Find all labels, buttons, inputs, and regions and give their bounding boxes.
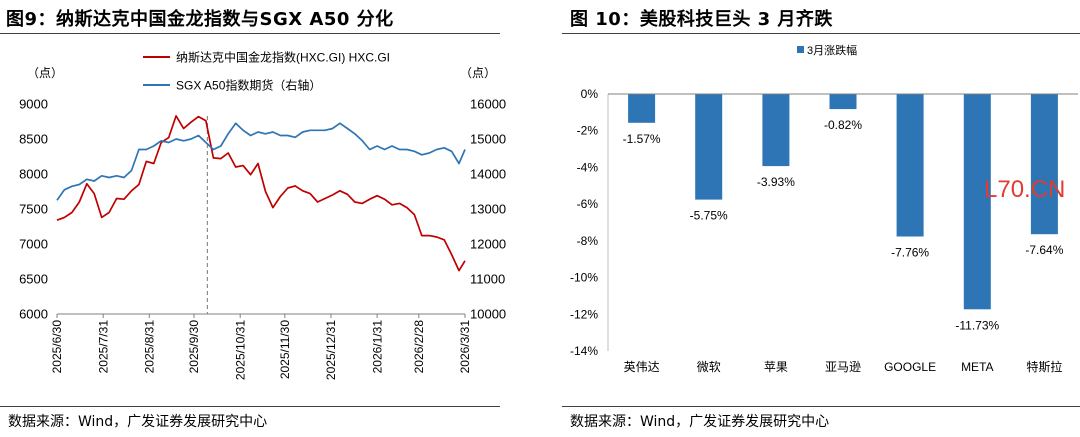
- left-y-tick-label: 7000: [19, 237, 48, 252]
- figure-10-source: 数据来源：Wind，广发证券发展研究中心: [570, 414, 830, 430]
- bar-y-tick-label: -14%: [570, 344, 598, 358]
- left-y-tick-label: 6500: [19, 272, 48, 287]
- line-chart-figure-9: 9000 8500 8000 7500 7000 6500 6000 16000 15000 14…: [19, 50, 506, 381]
- bar: [829, 94, 857, 110]
- legend-label-hxc: 纳斯达克中国金龙指数(HXC.GI) HXC.GI: [176, 50, 390, 65]
- legend-label: 3月涨跌幅: [807, 43, 857, 57]
- left-y-tick-label: 7500: [19, 202, 48, 217]
- bar-data-label: -1.57%: [623, 132, 661, 146]
- category-label: 英伟达: [624, 360, 660, 374]
- figure-9-source: 数据来源：Wind，广发证券发展研究中心: [8, 414, 268, 430]
- bar-data-label: -5.75%: [690, 209, 728, 223]
- category-label: 亚马逊: [825, 360, 861, 374]
- x-tick-label: 2026/3/31: [458, 320, 472, 374]
- category-label: META: [961, 360, 993, 374]
- bar-y-tick-label: -4%: [577, 160, 599, 174]
- right-axis-unit: （点）: [460, 66, 496, 80]
- left-y-tick-label: 8500: [19, 132, 48, 147]
- right-y-tick-label: 11000: [470, 272, 505, 287]
- bar-data-label: -0.82%: [824, 118, 862, 132]
- category-label: 特斯拉: [1026, 359, 1062, 374]
- bar: [762, 94, 790, 167]
- watermark-text: L70.CN: [984, 176, 1065, 203]
- right-y-tick-label: 14000: [470, 167, 506, 182]
- category-label: 苹果: [764, 360, 788, 374]
- bar: [963, 94, 991, 310]
- figure-10-title: 图 10：美股科技巨头 3 月齐跌: [570, 9, 833, 30]
- figure-10-source-rule: [562, 406, 1080, 407]
- x-tick-label: 2025/6/30: [50, 320, 64, 374]
- legend-label-sgx: SGX A50指数期货（右轴）: [176, 78, 321, 93]
- x-tick-label: 2025/10/31: [233, 320, 247, 380]
- bar-data-label: -11.73%: [955, 318, 999, 332]
- x-tick-label: 2025/8/31: [143, 320, 157, 374]
- bar-y-tick-label: -10%: [570, 271, 598, 285]
- category-label: GOOGLE: [884, 360, 936, 374]
- left-y-tick-label: 9000: [19, 97, 48, 112]
- bar-y-tick-label: -12%: [570, 307, 598, 321]
- right-y-tick-label: 12000: [470, 237, 506, 252]
- bar-y-tick-label: 0%: [581, 87, 599, 101]
- bar-y-tick-label: -2%: [577, 124, 599, 138]
- bar: [695, 94, 723, 200]
- x-tick-label: 2025/11/30: [278, 320, 292, 379]
- right-y-tick-label: 13000: [470, 202, 506, 217]
- right-y-tick-label: 15000: [470, 132, 506, 147]
- bar-y-tick-label: -6%: [577, 197, 599, 211]
- right-y-tick-label: 10000: [470, 307, 506, 322]
- bar-y-tick-label: -8%: [577, 234, 599, 248]
- bar-data-label: -3.93%: [757, 175, 795, 189]
- legend-swatch: [797, 46, 804, 53]
- x-tick-label: 2025/9/30: [187, 320, 201, 374]
- figure-9-title-rule: [0, 33, 500, 34]
- hxc-series-line: [56, 115, 466, 272]
- bar: [628, 94, 656, 123]
- x-tick-label: 2025/12/31: [324, 320, 338, 380]
- bar: [1030, 94, 1058, 235]
- figure-10-title-rule: [562, 33, 1080, 34]
- left-axis-unit: （点）: [27, 66, 63, 80]
- category-label: 微软: [697, 360, 721, 374]
- x-tick-label: 2026/2/28: [412, 320, 426, 374]
- right-y-tick-label: 16000: [470, 97, 506, 112]
- bar-chart-figure-10: 0% -2% -4% -6% -8% -10% -12% -14% -1.57% 英伟达 -5.75…: [570, 43, 1078, 374]
- figure-9-title: 图9：纳斯达克中国金龙指数与SGX A50 分化: [6, 9, 394, 30]
- left-y-tick-label: 8000: [19, 167, 48, 182]
- bar-data-label: -7.76%: [891, 246, 929, 260]
- bar-data-label: -7.64%: [1025, 243, 1063, 257]
- figure-9-source-rule: [0, 406, 500, 407]
- x-tick-label: 2025/7/31: [96, 320, 110, 374]
- left-y-tick-label: 6000: [19, 307, 48, 322]
- bar: [896, 94, 924, 237]
- sgx-series-line: [56, 122, 466, 201]
- x-tick-label: 2026/1/31: [370, 320, 384, 374]
